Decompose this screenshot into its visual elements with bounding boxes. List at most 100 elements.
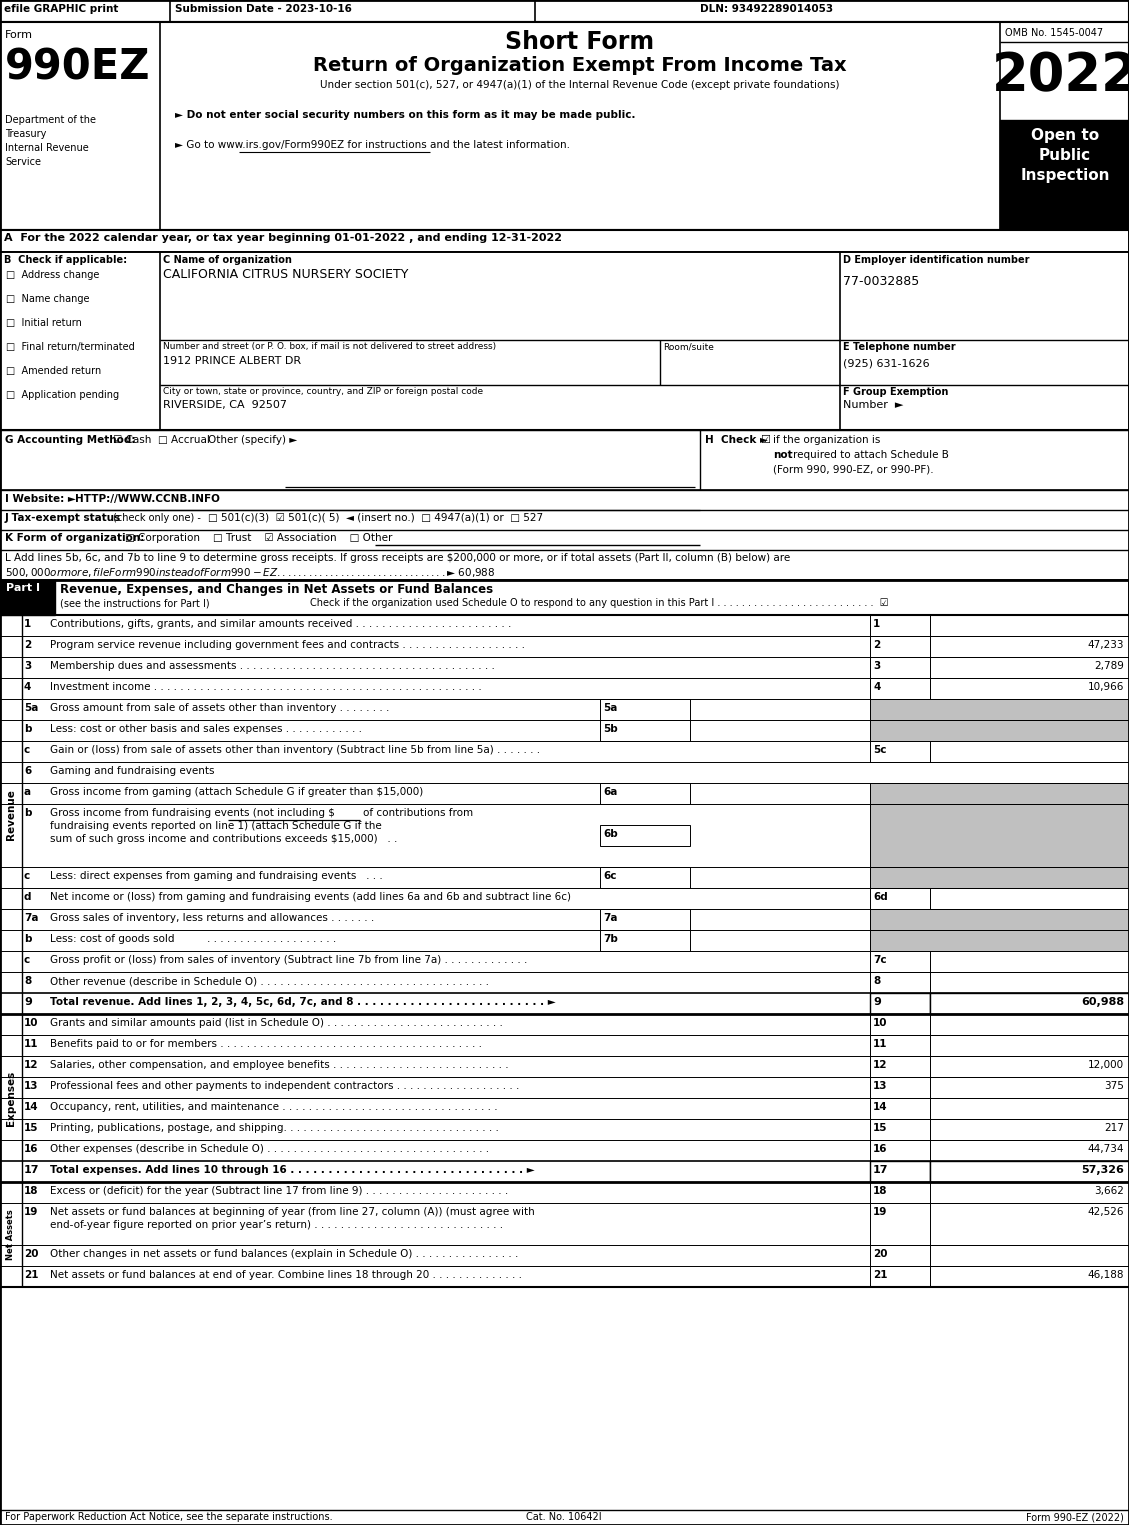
Text: 14: 14 [873,1103,887,1112]
Text: Check if the organization used Schedule O to respond to any question in this Par: Check if the organization used Schedule … [310,598,889,608]
Text: 11: 11 [24,1039,38,1049]
Text: A  For the 2022 calendar year, or tax year beginning 01-01-2022 , and ending 12-: A For the 2022 calendar year, or tax yea… [5,233,562,242]
Text: HTTP://WWW.CCNB.INFO: HTTP://WWW.CCNB.INFO [75,494,220,503]
Text: 7a: 7a [603,913,618,923]
Text: □ Accrual: □ Accrual [158,435,210,445]
Text: Net Assets: Net Assets [7,1209,16,1260]
Bar [870,1098,930,1119]
Bar [870,1203,930,1244]
Text: 3: 3 [24,660,32,671]
Bar [870,1182,930,1203]
Text: Cat. No. 10642I: Cat. No. 10642I [526,1511,602,1522]
Text: 17: 17 [24,1165,40,1174]
Text: Gross income from fundraising events (not including $: Gross income from fundraising events (no… [50,808,335,817]
Text: Other changes in net assets or fund balances (explain in Schedule O) . . . . . .: Other changes in net assets or fund bala… [50,1249,518,1260]
Bar [930,615,1129,636]
Bar [870,993,930,1014]
Text: L Add lines 5b, 6c, and 7b to line 9 to determine gross receipts. If gross recei: L Add lines 5b, 6c, and 7b to line 9 to … [5,554,790,563]
Text: 14: 14 [24,1103,38,1112]
Text: RIVERSIDE, CA  92507: RIVERSIDE, CA 92507 [163,400,287,410]
Text: not: not [773,450,793,461]
Bar [930,1077,1129,1098]
Text: Total revenue. Add lines 1, 2, 3, 4, 5c, 6d, 7c, and 8 . . . . . . . . . . . . .: Total revenue. Add lines 1, 2, 3, 4, 5c,… [50,997,555,1006]
Text: G Accounting Method:: G Accounting Method: [5,435,135,445]
Bar [930,1035,1129,1055]
Text: 9: 9 [24,997,32,1006]
Text: Treasury: Treasury [5,130,46,139]
Bar [0,580,55,615]
Text: J Tax-exempt status: J Tax-exempt status [5,512,121,523]
Text: Other (specify) ►: Other (specify) ► [208,435,297,445]
Text: Service: Service [5,157,41,168]
Text: if the organization is: if the organization is [773,435,881,445]
Text: 60,988: 60,988 [1080,997,1124,1006]
Bar [870,1055,930,1077]
Text: c: c [24,955,30,965]
Text: 7c: 7c [873,955,886,965]
Bar [870,657,930,679]
Text: Investment income . . . . . . . . . . . . . . . . . . . . . . . . . . . . . . . : Investment income . . . . . . . . . . . … [50,682,482,692]
Bar [870,868,1129,888]
Text: 13: 13 [24,1081,38,1090]
Text: 5c: 5c [873,746,886,755]
Text: Gross profit or (loss) from sales of inventory (Subtract line 7b from line 7a) .: Gross profit or (loss) from sales of inv… [50,955,527,965]
Text: 6c: 6c [603,871,616,881]
Bar [870,720,1129,741]
Text: □  Amended return: □ Amended return [6,366,102,377]
Text: Excess or (deficit) for the year (Subtract line 17 from line 9) . . . . . . . . : Excess or (deficit) for the year (Subtra… [50,1186,508,1196]
Text: 2: 2 [873,640,881,650]
Text: Form 990-EZ (2022): Form 990-EZ (2022) [1026,1511,1124,1522]
Text: 3,662: 3,662 [1094,1186,1124,1196]
Text: 15: 15 [873,1122,887,1133]
Text: □  Initial return: □ Initial return [6,319,82,328]
Text: 8: 8 [24,976,32,987]
Text: I Website: ►: I Website: ► [5,494,76,503]
Text: 7b: 7b [603,933,618,944]
Text: Less: direct expenses from gaming and fundraising events   . . .: Less: direct expenses from gaming and fu… [50,871,383,881]
Text: 21: 21 [24,1270,38,1279]
Text: Salaries, other compensation, and employee benefits . . . . . . . . . . . . . . : Salaries, other compensation, and employ… [50,1060,509,1071]
Bar [0,21,1129,230]
Text: fundraising events reported on line 1) (attach Schedule G if the: fundraising events reported on line 1) (… [50,820,382,831]
Text: 17: 17 [873,1165,889,1174]
Text: Gross income from gaming (attach Schedule G if greater than $15,000): Gross income from gaming (attach Schedul… [50,787,423,798]
Text: Other expenses (describe in Schedule O) . . . . . . . . . . . . . . . . . . . . : Other expenses (describe in Schedule O) … [50,1144,489,1154]
Text: 6d: 6d [873,892,887,901]
Bar [599,698,690,720]
Text: 20: 20 [24,1249,38,1260]
Bar [870,1141,930,1161]
Text: 16: 16 [24,1144,38,1154]
Bar [0,580,1129,615]
Text: Contributions, gifts, grants, and similar amounts received . . . . . . . . . . .: Contributions, gifts, grants, and simila… [50,619,511,628]
Text: d: d [24,892,32,901]
Bar [870,1266,930,1287]
Bar [930,741,1129,762]
Text: B  Check if applicable:: B Check if applicable: [5,255,128,265]
Bar [870,720,1129,741]
Text: □  Name change: □ Name change [6,294,89,303]
Bar [930,952,1129,971]
Bar [930,888,1129,909]
Text: 6a: 6a [603,787,618,798]
Text: Other revenue (describe in Schedule O) . . . . . . . . . . . . . . . . . . . . .: Other revenue (describe in Schedule O) .… [50,976,489,987]
Bar [870,679,930,698]
Text: Net income or (loss) from gaming and fundraising events (add lines 6a and 6b and: Net income or (loss) from gaming and fun… [50,892,571,901]
Text: Less: cost of goods sold          . . . . . . . . . . . . . . . . . . . .: Less: cost of goods sold . . . . . . . .… [50,933,336,944]
Text: 16: 16 [873,1144,887,1154]
Text: (925) 631-1626: (925) 631-1626 [843,358,929,368]
Bar [930,1244,1129,1266]
Text: 5b: 5b [603,724,618,734]
Bar [870,804,1129,868]
Text: Public: Public [1039,148,1091,163]
Text: 12: 12 [873,1060,887,1071]
Text: of contributions from: of contributions from [364,808,473,817]
Bar [930,1203,1129,1244]
Text: 10: 10 [24,1019,38,1028]
Text: D Employer identification number: D Employer identification number [843,255,1030,265]
Text: Program service revenue including government fees and contracts . . . . . . . . : Program service revenue including govern… [50,640,525,650]
Text: 4: 4 [873,682,881,692]
Text: ☑ Cash: ☑ Cash [113,435,151,445]
Bar [930,1014,1129,1035]
Text: 1: 1 [24,619,32,628]
Bar [870,1014,930,1035]
